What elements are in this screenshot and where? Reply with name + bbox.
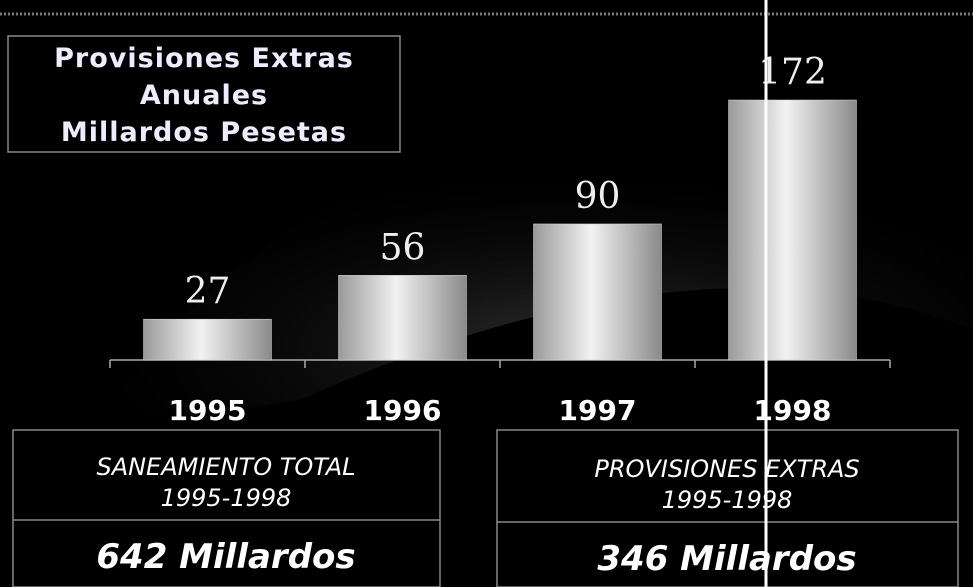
bar [339, 275, 467, 360]
summary-label: 1995-1998 [662, 486, 793, 514]
summary-total: 642 Millardos [96, 537, 355, 577]
chart: Provisiones Extras Anuales Millardos Peset… [0, 0, 973, 587]
value-label: 90 [575, 176, 621, 217]
summary-label: SANEAMIENTO TOTAL [96, 453, 355, 481]
bar [144, 319, 272, 360]
x-tick-label: 1996 [364, 394, 442, 427]
value-label: 56 [380, 227, 426, 268]
value-label: 172 [758, 52, 827, 93]
bar [534, 224, 662, 360]
page: {"chart_data": {"type": "bar", "title": … [0, 0, 973, 587]
summary-label: PROVISIONES EXTRAS [594, 455, 859, 483]
bar [729, 100, 857, 360]
chart-title: Millardos Pesetas [61, 117, 347, 148]
chart-title: Provisiones Extras [54, 43, 354, 74]
x-tick-label: 1995 [169, 394, 247, 427]
x-tick-label: 1997 [559, 394, 637, 427]
chart-title: Anuales [140, 80, 268, 111]
summary-label: 1995-1998 [161, 484, 292, 512]
summary-total: 346 Millardos [597, 539, 856, 579]
value-label: 27 [185, 271, 231, 312]
